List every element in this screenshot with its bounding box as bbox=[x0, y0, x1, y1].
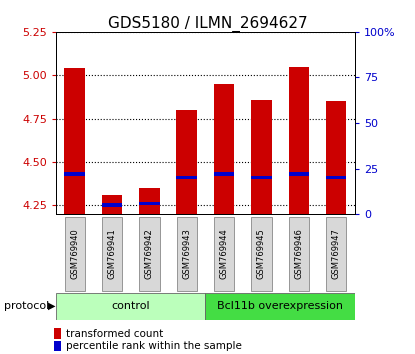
Bar bbox=[326, 176, 347, 179]
Bar bbox=[64, 68, 85, 214]
Text: GDS5180 / ILMN_2694627: GDS5180 / ILMN_2694627 bbox=[107, 16, 308, 32]
Text: Bcl11b overexpression: Bcl11b overexpression bbox=[217, 301, 343, 311]
Bar bbox=[102, 195, 122, 214]
Text: GSM769945: GSM769945 bbox=[257, 229, 266, 279]
Bar bbox=[326, 101, 347, 214]
Bar bbox=[205, 293, 355, 320]
Bar bbox=[56, 293, 205, 320]
Bar bbox=[251, 176, 272, 179]
Text: protocol: protocol bbox=[4, 301, 49, 311]
Bar bbox=[176, 176, 197, 179]
Text: percentile rank within the sample: percentile rank within the sample bbox=[66, 341, 242, 351]
Text: GSM769946: GSM769946 bbox=[294, 229, 303, 279]
Text: GSM769947: GSM769947 bbox=[332, 229, 341, 279]
Bar bbox=[326, 217, 346, 291]
Bar bbox=[176, 110, 197, 214]
Text: GSM769944: GSM769944 bbox=[220, 229, 229, 279]
Bar bbox=[251, 99, 272, 214]
Bar bbox=[139, 217, 159, 291]
Text: GSM769940: GSM769940 bbox=[70, 229, 79, 279]
Bar bbox=[64, 172, 85, 176]
Text: GSM769943: GSM769943 bbox=[182, 229, 191, 279]
Bar bbox=[102, 204, 122, 207]
Text: control: control bbox=[111, 301, 150, 311]
Text: ▶: ▶ bbox=[48, 301, 55, 311]
Bar bbox=[214, 172, 234, 176]
Text: GSM769941: GSM769941 bbox=[107, 229, 117, 279]
Bar bbox=[139, 188, 160, 214]
Text: GSM769942: GSM769942 bbox=[145, 229, 154, 279]
Bar bbox=[214, 84, 234, 214]
Bar bbox=[102, 217, 122, 291]
Bar bbox=[214, 217, 234, 291]
Text: transformed count: transformed count bbox=[66, 329, 164, 339]
Bar bbox=[177, 217, 197, 291]
Bar bbox=[289, 217, 309, 291]
Bar bbox=[251, 217, 271, 291]
Bar bbox=[139, 201, 160, 205]
Bar bbox=[288, 172, 309, 176]
Bar bbox=[288, 67, 309, 214]
Bar bbox=[65, 217, 85, 291]
